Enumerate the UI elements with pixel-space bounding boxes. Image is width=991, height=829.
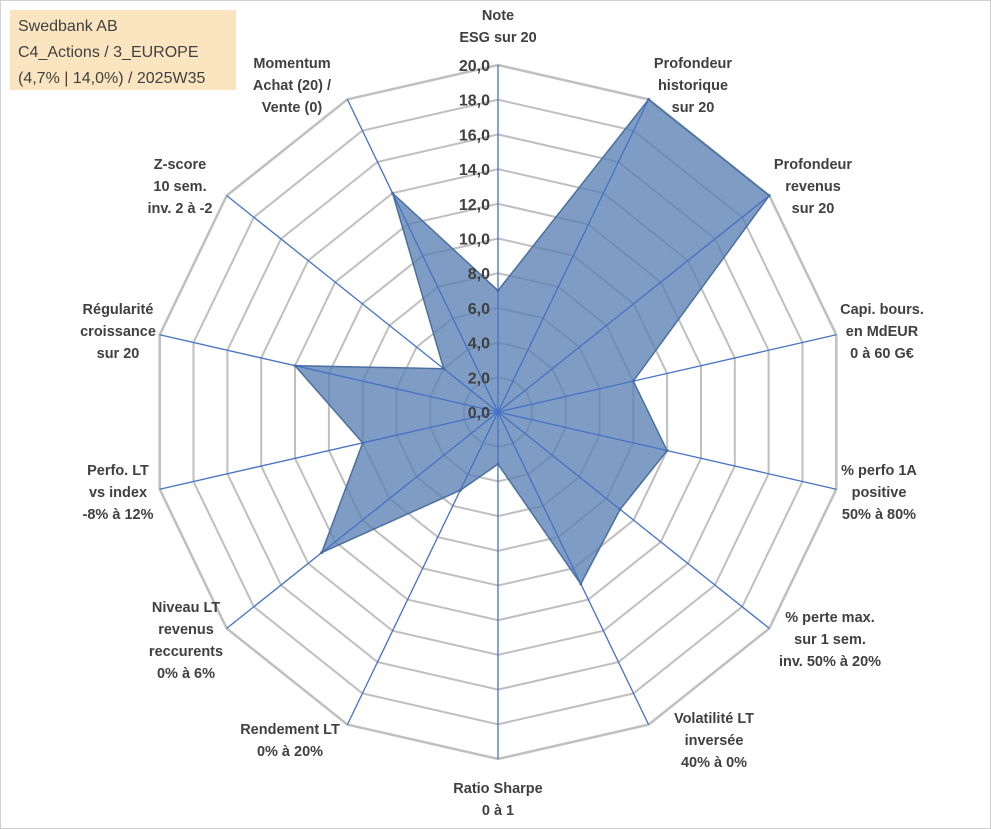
tick-label: 4,0 <box>468 336 490 353</box>
data-point <box>458 488 462 492</box>
axis-spoke <box>497 334 837 413</box>
stats-label: (4,7% | 14,0%) / 2025W35 <box>18 70 206 87</box>
tick-label: 16,0 <box>459 127 490 144</box>
tick-label: 12,0 <box>459 197 490 214</box>
axis-label: Ratio Sharpe 0 à 1 <box>453 781 542 819</box>
label-layer: Note ESG sur 20 Profondeur historique sur 20… <box>80 8 924 819</box>
tick-label: 14,0 <box>459 162 490 179</box>
data-point <box>442 367 446 371</box>
data-point <box>320 551 324 555</box>
data-layer <box>159 65 837 759</box>
axis-label: Momentum Achat (20) / Vente (0) <box>253 56 331 116</box>
axis-label: Rendement LT 0% à 20% <box>240 722 340 760</box>
tick-label: 0,0 <box>468 405 490 422</box>
tick-label: 10,0 <box>459 232 490 249</box>
company-name: Swedbank AB <box>18 18 118 35</box>
data-point <box>496 462 500 466</box>
data-point <box>631 379 635 383</box>
info-box: Swedbank AB C4_Actions / 3_EUROPE (4,7% … <box>10 10 236 90</box>
data-point <box>361 441 365 445</box>
axis-label: Note ESG sur 20 <box>459 8 536 46</box>
axis-spoke <box>497 99 650 413</box>
data-point <box>579 582 583 586</box>
data-point <box>293 364 297 368</box>
data-point <box>391 191 395 195</box>
axis-label: Z-score 10 sem. inv. 2 à -2 <box>147 157 212 217</box>
axis-label: % perte max. sur 1 sem. inv. 50% à 20% <box>779 610 881 670</box>
category-label: C4_Actions / 3_EUROPE <box>18 44 199 61</box>
axis-label: Capi. bours. en MdEUR 0 à 60 G€ <box>840 302 924 362</box>
data-point <box>647 97 651 101</box>
axis-spoke <box>226 195 499 413</box>
tick-label: 8,0 <box>468 266 490 283</box>
axis-spoke <box>497 195 770 413</box>
axis-spoke <box>497 411 650 725</box>
axis-label: Niveau LT revenus reccurents 0% à 6% <box>149 600 223 682</box>
axis-spoke <box>159 411 499 490</box>
data-point <box>618 507 622 511</box>
axis-label: Volatilité LT inversée 40% à 0% <box>674 711 754 771</box>
data-point <box>767 194 771 198</box>
tick-label: 18,0 <box>459 93 490 110</box>
tick-layer: 0,0 2,0 4,0 6,0 8,0 10,0 12,0 14,0 16,0 18,0 20,0 <box>459 58 490 422</box>
axis-spoke <box>497 411 770 629</box>
axis-spoke <box>346 411 499 725</box>
tick-label: 2,0 <box>468 370 490 387</box>
axis-label: % perfo 1A positive 50% à 80% <box>841 463 917 523</box>
tick-label: 6,0 <box>468 301 490 318</box>
axis-label: Profondeur historique sur 20 <box>654 56 732 116</box>
axis-spoke <box>159 334 499 413</box>
axis-label: Profondeur revenus sur 20 <box>774 157 852 217</box>
axis-spoke <box>346 99 499 413</box>
tick-label: 20,0 <box>459 58 490 75</box>
data-point <box>665 449 669 453</box>
data-point <box>496 289 500 293</box>
axis-spoke <box>226 411 499 629</box>
axis-label: Régularité croissance sur 20 <box>80 302 156 362</box>
axis-label: Perfo. LT vs index -8% à 12% <box>83 463 154 523</box>
